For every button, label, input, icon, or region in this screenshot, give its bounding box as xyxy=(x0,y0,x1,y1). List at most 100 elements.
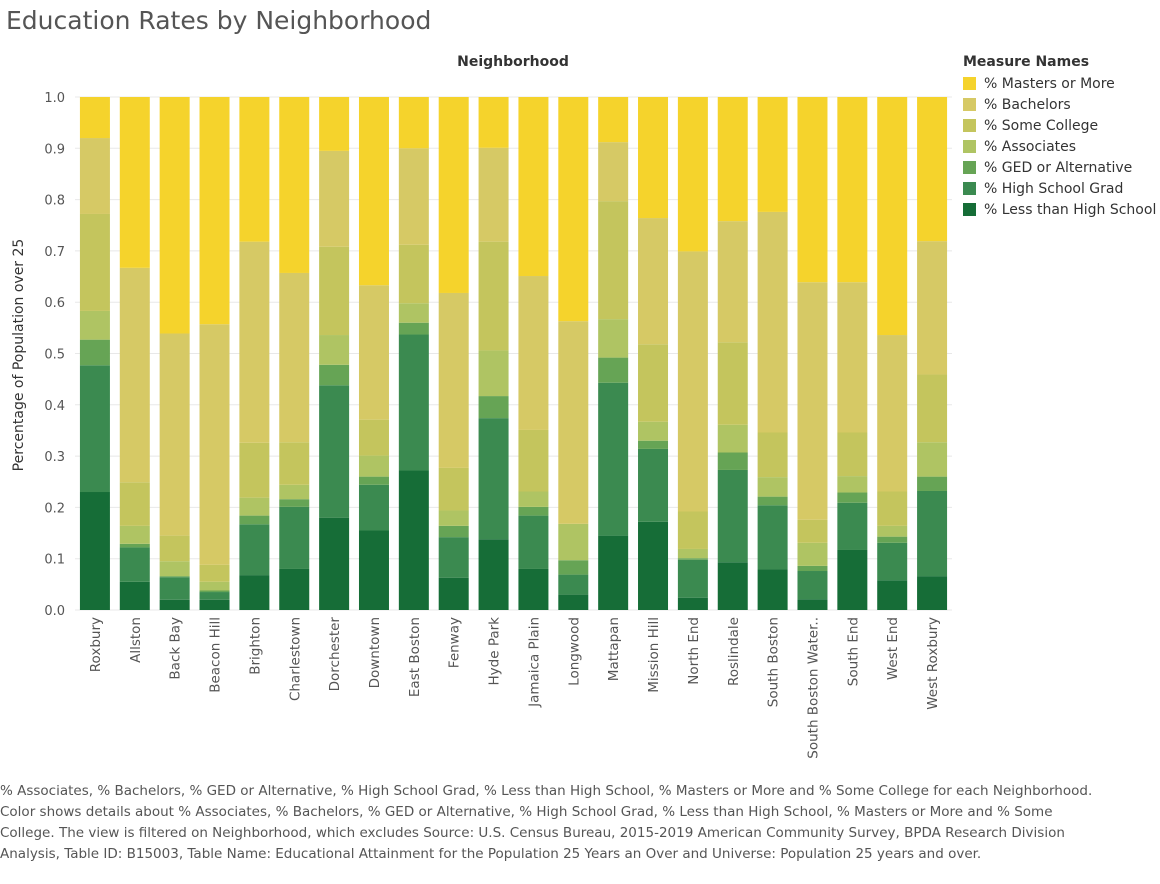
bar-stack xyxy=(518,97,549,610)
bar-segment xyxy=(159,535,190,562)
bar-segment xyxy=(518,276,549,430)
bar-segment xyxy=(398,97,429,149)
bar-segment xyxy=(837,476,868,493)
bar-stack xyxy=(877,97,908,610)
bar-segment xyxy=(199,324,230,565)
x-tick-label: Back Bay xyxy=(168,617,184,680)
bar-segment xyxy=(757,211,788,433)
legend-item[interactable]: % Bachelors xyxy=(963,94,1156,115)
bar-segment xyxy=(558,97,589,322)
bar-segment xyxy=(797,542,828,566)
x-tick-label: South Boston xyxy=(766,617,782,707)
legend-swatch xyxy=(963,182,976,195)
bar-segment xyxy=(119,543,150,548)
legend: Measure Names % Masters or More % Bachelo… xyxy=(963,54,1156,220)
legend-label: % High School Grad xyxy=(984,180,1124,197)
legend-swatch xyxy=(963,140,976,153)
bar-segment xyxy=(119,581,150,610)
bar-stack xyxy=(119,97,150,610)
bar-segment xyxy=(159,576,190,578)
x-tick-label: Roxbury xyxy=(88,617,104,672)
bar-segment xyxy=(837,97,868,283)
bar-segment xyxy=(199,592,230,600)
x-tick-label: West Roxbury xyxy=(925,617,941,710)
y-tick-label: 0.8 xyxy=(44,194,65,209)
bar-stack xyxy=(279,97,310,610)
bar-segment xyxy=(518,568,549,610)
bar-segment xyxy=(438,292,469,468)
bar-segment xyxy=(398,322,429,335)
bar-stack xyxy=(199,97,230,610)
bar-segment xyxy=(677,559,708,598)
x-axis-title: Neighborhood xyxy=(457,54,569,70)
legend-item[interactable]: % Masters or More xyxy=(963,73,1156,94)
legend-swatch xyxy=(963,98,976,111)
legend-item[interactable]: % GED or Alternative xyxy=(963,157,1156,178)
bar-segment xyxy=(917,97,948,242)
y-axis-title: Percentage of Population over 25 xyxy=(11,239,27,472)
bar-segment xyxy=(837,549,868,610)
bar-segment xyxy=(837,432,868,477)
bar-segment xyxy=(159,599,190,610)
bar-stack xyxy=(398,97,429,610)
bar-segment xyxy=(358,97,389,286)
x-tick-label: South Boston Water.. xyxy=(805,617,821,759)
bar-stack xyxy=(358,97,389,610)
y-tick-label: 0.0 xyxy=(44,604,65,619)
bar-segment xyxy=(478,539,509,610)
bar-segment xyxy=(159,577,190,600)
bar-stack xyxy=(837,97,868,610)
legend-item[interactable]: % Less than High School xyxy=(963,199,1156,220)
legend-items: % Masters or More % Bachelors % Some Colle… xyxy=(963,73,1156,220)
bar-segment xyxy=(478,350,509,397)
bar-segment xyxy=(358,455,389,477)
bar-segment xyxy=(79,138,110,214)
bar-segment xyxy=(239,241,270,443)
legend-label: % GED or Alternative xyxy=(984,159,1133,176)
legend-swatch xyxy=(963,203,976,216)
y-tick-label: 0.6 xyxy=(44,296,65,311)
bar-segment xyxy=(677,251,708,512)
x-tick-label: Hyde Park xyxy=(487,617,503,686)
bar-segment xyxy=(239,575,270,610)
bar-segment xyxy=(837,492,868,503)
x-tick-label: Fenway xyxy=(447,617,463,668)
bars xyxy=(79,97,948,610)
legend-item[interactable]: % Some College xyxy=(963,115,1156,136)
bar-segment xyxy=(797,599,828,610)
bar-segment xyxy=(917,490,948,577)
legend-item[interactable]: % Associates xyxy=(963,136,1156,157)
bar-stack xyxy=(677,97,708,610)
bar-segment xyxy=(598,97,629,143)
chart-title: Education Rates by Neighborhood xyxy=(6,6,432,35)
bar-segment xyxy=(797,519,828,543)
bar-segment xyxy=(478,418,509,540)
bar-segment xyxy=(239,97,270,242)
bar-segment xyxy=(358,484,389,531)
bar-segment xyxy=(797,571,828,600)
bar-segment xyxy=(638,440,669,449)
bar-segment xyxy=(79,365,110,493)
bar-segment xyxy=(159,333,190,536)
bar-segment xyxy=(877,580,908,610)
legend-swatch xyxy=(963,77,976,90)
x-tick-label: Brighton xyxy=(247,617,263,675)
bar-segment xyxy=(877,97,908,336)
bar-segment xyxy=(199,599,230,610)
bar-segment xyxy=(478,97,509,148)
bar-segment xyxy=(917,576,948,610)
bar-segment xyxy=(279,272,310,443)
bar-stack xyxy=(239,97,270,610)
bar-segment xyxy=(239,515,270,525)
bar-segment xyxy=(478,241,509,351)
bar-segment xyxy=(877,491,908,526)
bar-segment xyxy=(358,530,389,610)
x-axis-tick-labels: Roxbury Allston Back Bay Beacon Hill Brighto… xyxy=(88,617,941,759)
bar-segment xyxy=(239,497,270,516)
bar-segment xyxy=(558,523,589,561)
stacked-bar-chart: 0.0 0.1 0.2 0.3 0.4 0.5 0.6 0.7 0.8 0.9 1.0 Roxbur… xyxy=(11,54,952,759)
y-tick-label: 0.1 xyxy=(44,553,65,568)
x-tick-label: West End xyxy=(885,617,901,680)
legend-item[interactable]: % High School Grad xyxy=(963,178,1156,199)
bar-segment xyxy=(279,506,310,569)
